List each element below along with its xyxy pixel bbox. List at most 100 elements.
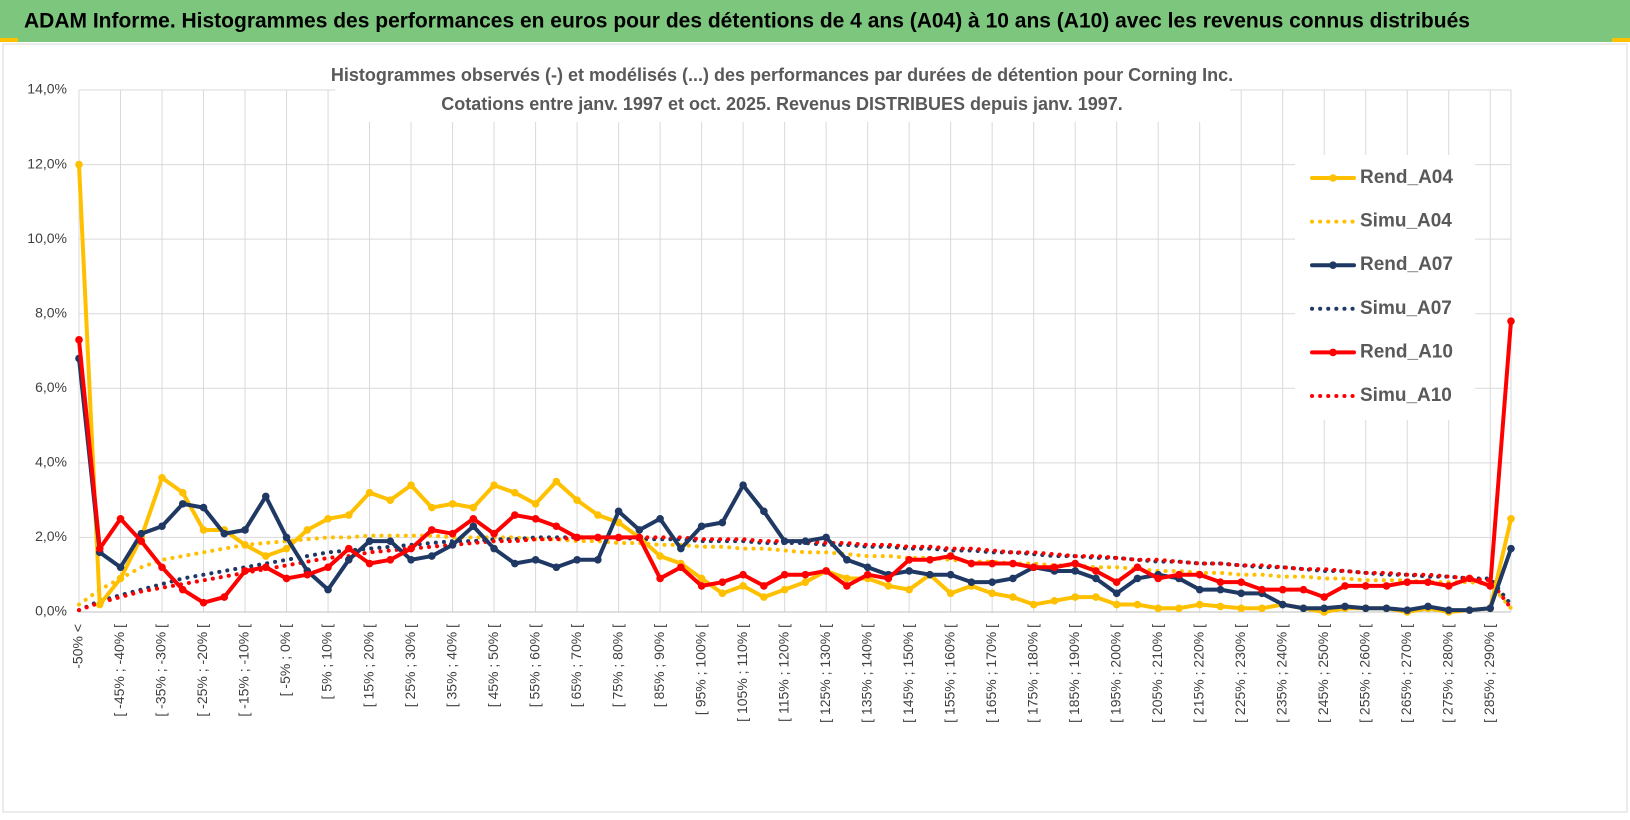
point [967, 559, 976, 568]
x-tick-label: [ 265% ; 270% [ [1398, 624, 1414, 723]
point [428, 552, 436, 560]
point [1424, 602, 1432, 611]
point [780, 585, 789, 594]
point [386, 537, 395, 545]
point [303, 526, 312, 534]
point [531, 500, 540, 508]
point [469, 503, 478, 512]
point [573, 496, 581, 504]
x-tick-label: [ 175% ; 180% [ [1024, 624, 1040, 723]
point [1071, 567, 1079, 575]
point [760, 593, 768, 601]
point [1216, 602, 1225, 611]
point [697, 522, 706, 531]
point [1382, 604, 1391, 613]
series-line [77, 533, 1513, 611]
header-accent [0, 38, 18, 42]
point [884, 582, 893, 590]
point [801, 537, 810, 545]
point [573, 533, 581, 542]
point [1507, 514, 1515, 523]
legend-label: Simu_A10 [1360, 385, 1452, 406]
x-tick-label: [ 55% ; 60% [ [526, 624, 542, 707]
point [677, 563, 685, 572]
x-tick-label: [ 45% ; 50% [ [485, 624, 501, 707]
chart-subtitle: Cotations entre janv. 1997 et oct. 2025.… [441, 94, 1123, 114]
point [1382, 582, 1391, 590]
point [490, 529, 498, 538]
x-tick-label: [ 115% ; 120% [ [775, 624, 791, 722]
x-tick-label: [ 65% ; 70% [ [568, 624, 584, 707]
point [158, 522, 166, 531]
y-tick-label: 6,0% [35, 379, 67, 395]
point [199, 598, 208, 607]
series-line [77, 319, 1513, 605]
point [614, 533, 623, 542]
x-tick-label: [ 85% ; 90% [ [651, 624, 667, 707]
x-tick-label: [ 125% ; 130% [ [817, 624, 833, 723]
point [137, 537, 146, 545]
point [988, 578, 996, 586]
point [1486, 582, 1495, 590]
plot: 0,0% 2,0% 4,0% 6,0% 8,0% 10,0% 12,0% 14,0% Histo… [27, 60, 1515, 723]
point [946, 589, 955, 598]
point [1092, 593, 1100, 601]
y-tick-label: 12,0% [27, 155, 67, 171]
point [1133, 600, 1142, 609]
point [822, 533, 830, 542]
point [801, 570, 810, 579]
legend-marker [1329, 261, 1337, 270]
x-tick-label: [ 165% ; 170% [ [983, 624, 999, 723]
x-tick-label: [ 195% ; 200% [ [1107, 624, 1123, 723]
point [344, 511, 353, 519]
point [282, 533, 291, 542]
point [241, 526, 249, 534]
point [843, 556, 851, 564]
point [220, 529, 229, 538]
point [95, 544, 104, 553]
point [490, 481, 498, 490]
title-box [335, 60, 1230, 122]
series-line [77, 162, 1513, 614]
point [1465, 574, 1474, 583]
point [552, 522, 561, 531]
point [739, 481, 747, 490]
x-tick-label: [ -45% ; -40% [ [111, 624, 127, 717]
point [448, 500, 457, 508]
point [1486, 604, 1495, 613]
point [1258, 585, 1266, 594]
point [988, 589, 996, 598]
point [1465, 606, 1474, 614]
point [822, 567, 830, 575]
point [158, 563, 166, 572]
point [407, 481, 415, 490]
point [448, 529, 457, 538]
point [573, 556, 581, 564]
x-tick-label: [ 95% ; 100% [ [692, 624, 708, 715]
point [552, 477, 561, 486]
point [1278, 600, 1287, 609]
point [75, 336, 83, 344]
point [946, 552, 955, 560]
point [677, 544, 685, 553]
point [1237, 589, 1246, 598]
x-tick-label: [ 155% ; 160% [ [941, 624, 957, 723]
point [635, 533, 644, 542]
point [511, 511, 519, 519]
x-tick-label: -50% < [70, 624, 86, 669]
x-tick-label: [ 225% ; 230% [ [1232, 624, 1248, 723]
point [407, 544, 415, 553]
point [241, 567, 249, 575]
point [718, 578, 727, 586]
point [1361, 604, 1370, 613]
point [116, 514, 125, 523]
point [1195, 570, 1204, 579]
point [946, 570, 955, 579]
y-tick-label: 2,0% [35, 528, 67, 544]
point [365, 537, 374, 545]
point [469, 514, 478, 523]
point [926, 570, 934, 579]
point [386, 496, 395, 504]
point [1175, 604, 1183, 613]
point [241, 541, 249, 549]
